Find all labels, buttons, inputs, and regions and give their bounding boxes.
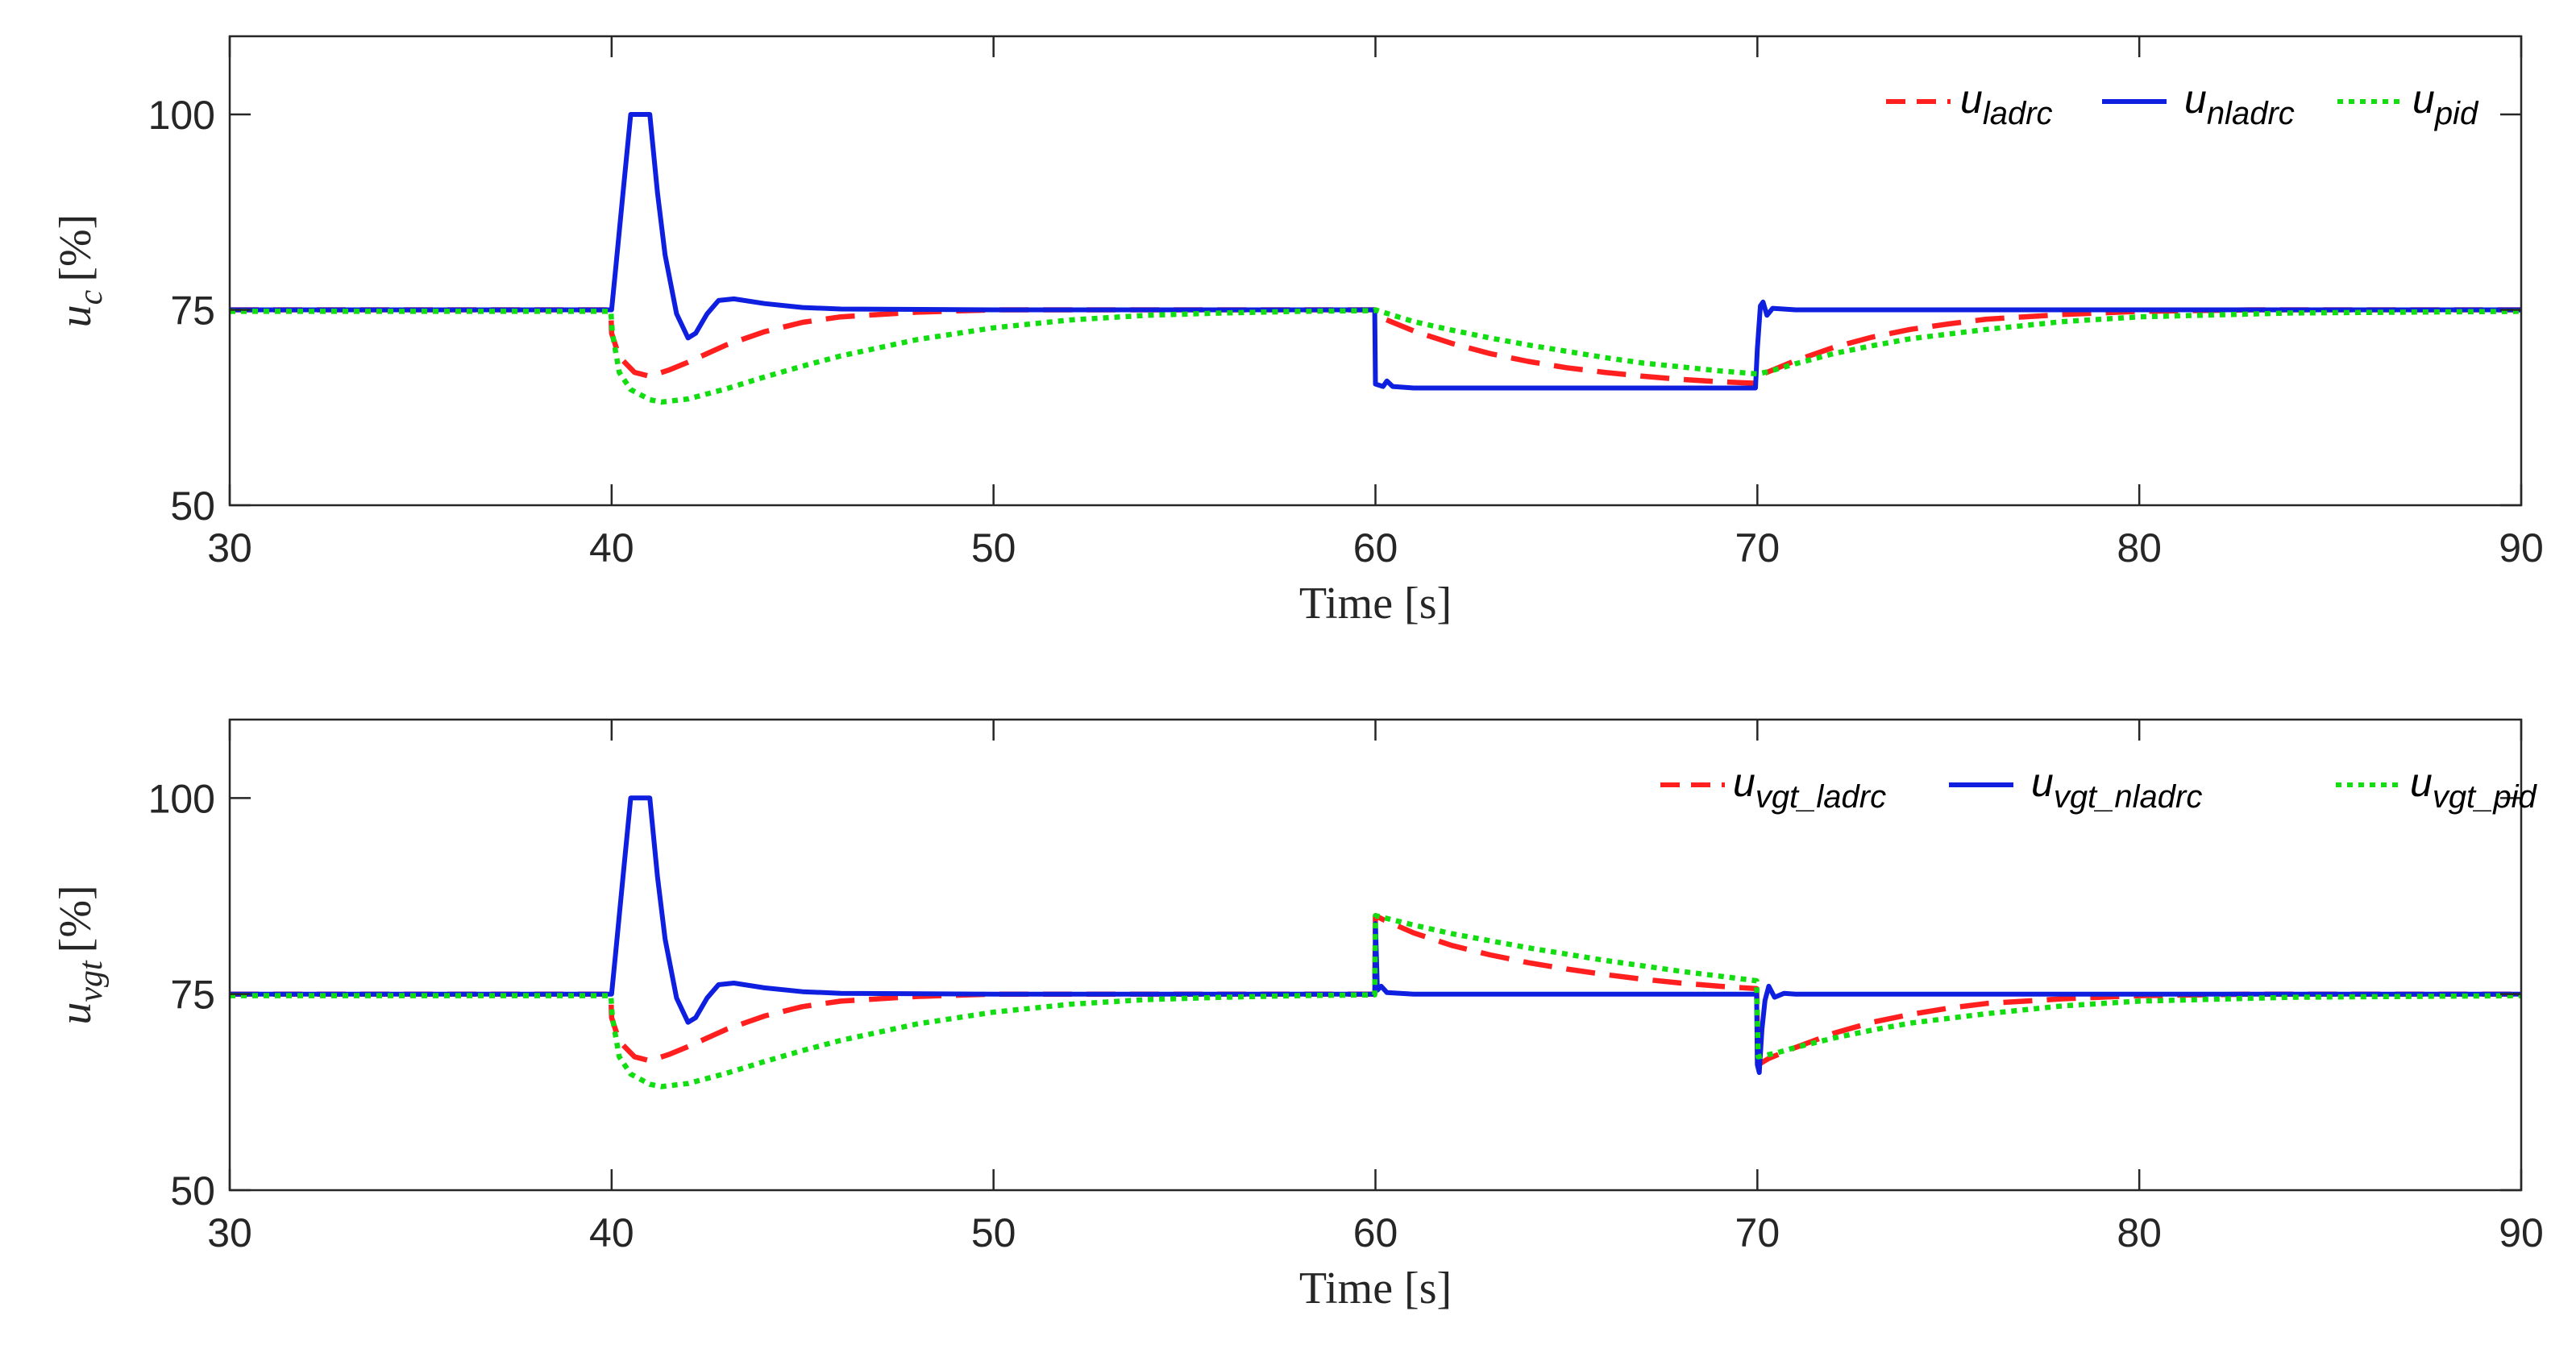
x-tick-label: 30 bbox=[207, 525, 252, 571]
x-tick-label: 40 bbox=[589, 1210, 634, 1255]
y-axis-label: uvgt[%] bbox=[51, 885, 110, 1024]
legend-label-nladrc: unladrc bbox=[2184, 77, 2295, 131]
bottom-chart-panel: 30 40 50 60 70 80 90 50 75 100 Time [s] uvgt[%] uvgt… bbox=[51, 718, 2544, 1313]
y-tick-label: 50 bbox=[170, 483, 215, 529]
series-line-pid bbox=[230, 307, 2521, 405]
y-tick-label: 75 bbox=[170, 288, 215, 334]
y-tick-label: 50 bbox=[170, 1168, 215, 1214]
series-line-vgt_pid bbox=[230, 913, 2521, 1089]
top-chart-panel: 30 40 50 60 70 80 90 50 75 100 Time [s] uc[%] uladrc… bbox=[51, 35, 2544, 629]
legend-label-vgt_pid: uvgt_pid bbox=[2410, 760, 2538, 815]
y-tick-label: 100 bbox=[148, 776, 215, 821]
x-tick-label: 70 bbox=[1735, 1210, 1780, 1255]
x-tick-label: 50 bbox=[971, 525, 1016, 571]
legend-label-pid: upid bbox=[2412, 77, 2479, 131]
x-tick-label: 70 bbox=[1735, 525, 1780, 571]
legend: uvgt_ladrc uvgt_nladrc uvgt_pid bbox=[1660, 760, 2538, 815]
y-tick-label: 75 bbox=[170, 973, 215, 1018]
series-line-nladrc bbox=[230, 112, 2521, 391]
legend-label-vgt_nladrc: uvgt_nladrc bbox=[2031, 760, 2202, 815]
legend: uladrc unladrc upid bbox=[1886, 77, 2479, 131]
x-tick-label: 50 bbox=[971, 1210, 1016, 1255]
x-tick-label: 90 bbox=[2499, 525, 2544, 571]
x-tick-label: 80 bbox=[2117, 1210, 2162, 1255]
y-axis-label: uc[%] bbox=[51, 214, 110, 328]
x-tick-label: 60 bbox=[1353, 525, 1398, 571]
x-tick-label: 40 bbox=[589, 525, 634, 571]
x-tick-label: 80 bbox=[2117, 525, 2162, 571]
x-tick-label: 90 bbox=[2499, 1210, 2544, 1255]
series-line-ladrc bbox=[230, 307, 2521, 386]
x-tick-label: 60 bbox=[1353, 1210, 1398, 1255]
legend-label-vgt_ladrc: uvgt_ladrc bbox=[1733, 760, 1886, 815]
x-axis-label: Time [s] bbox=[1299, 579, 1452, 629]
series-line-vgt_ladrc bbox=[230, 913, 2521, 1068]
y-tick-label: 100 bbox=[148, 93, 215, 138]
axes-box bbox=[228, 35, 2523, 507]
series-line-vgt_nladrc bbox=[230, 795, 2521, 1075]
x-tick-label: 30 bbox=[207, 1210, 252, 1255]
x-axis-label: Time [s] bbox=[1299, 1263, 1452, 1313]
legend-label-ladrc: uladrc bbox=[1960, 77, 2053, 131]
